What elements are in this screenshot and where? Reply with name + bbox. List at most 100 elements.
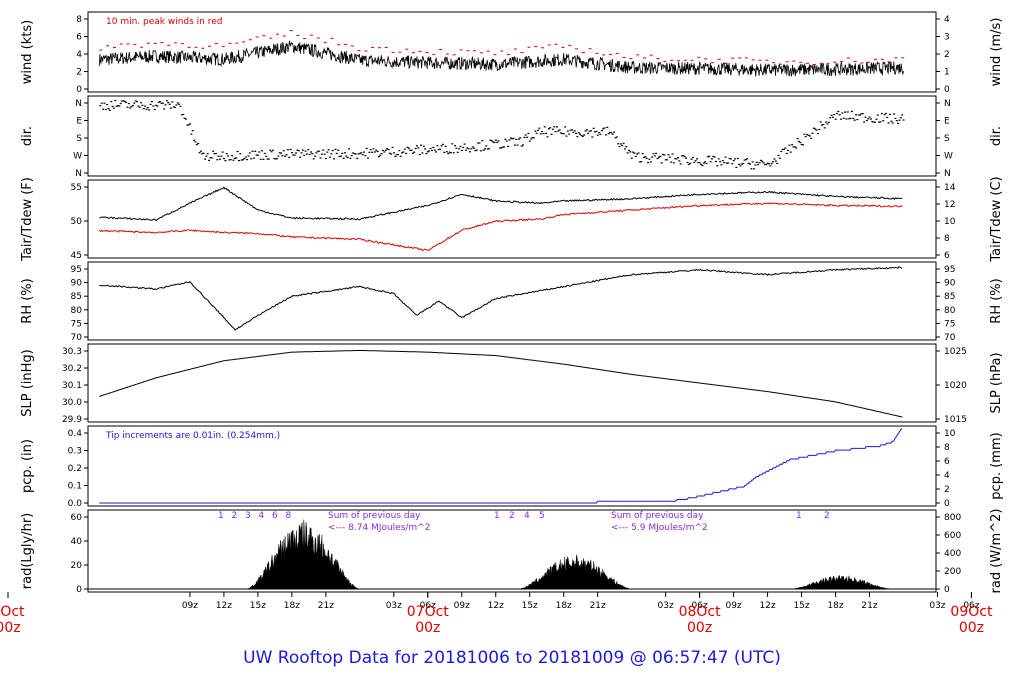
ytick-label-left-radiation-1: 20 [71,561,83,571]
ytick-label-left-humidity-1: 75 [71,319,82,329]
date-hour-0: 00z [0,620,21,636]
ytick-label-right-radiation-3: 600 [944,531,961,541]
marker-day3-0: 1 [796,511,802,521]
xtick-label-10: 18z [556,601,572,611]
xtick-label-19: 03z [929,601,945,611]
marker-day2-1: 2 [509,511,515,521]
xtick-label-3: 18z [284,601,300,611]
date-label-3: 09Oct [950,604,993,620]
xtick-label-17: 18z [827,601,843,611]
ytick-label-right-pressure-2: 1025 [944,347,967,357]
ytick-label-left-radiation-2: 40 [71,537,83,547]
ytick-label-right-humidity-0: 70 [944,333,956,343]
ytick-label-left-direction-1: W [73,152,82,162]
ytick-label-left-wind-4: 8 [76,15,82,25]
panel-frame-direction [87,95,937,177]
ytick-label-right-precipitation-1: 2 [944,485,950,495]
ytick-label-left-precipitation-0: 0.0 [68,499,83,509]
ytick-label-right-precipitation-5: 10 [944,429,956,439]
ytick-label-right-temperature-4: 14 [944,183,956,193]
xtick-label-6: 06z [420,601,436,611]
ylabel-left-radiation: rad(Lgly/hr) [20,513,35,589]
ytick-label-right-humidity-1: 75 [944,319,955,329]
ytick-label-left-humidity-4: 90 [71,279,83,289]
ytick-label-right-temperature-0: 6 [944,251,950,261]
ytick-label-right-precipitation-4: 8 [944,443,950,453]
annotation-wind: 10 min. peak winds in red [106,17,223,27]
series-line-humidity-0 [99,266,903,331]
ylabel-right-precipitation: pcp. (mm) [989,432,1004,499]
panel-frame-radiation [87,509,937,593]
ytick-label-right-radiation-4: 800 [944,513,961,523]
ylabel-right-temperature: Tair/Tdew (C) [989,176,1004,262]
ytick-label-right-direction-3: E [944,117,950,127]
xtick-label-0: 09z [182,601,198,611]
ytick-label-left-humidity-5: 95 [71,265,82,275]
series-line-wind-0 [98,40,904,77]
ytick-label-left-humidity-0: 70 [71,333,83,343]
ytick-label-right-wind-4: 4 [944,15,950,25]
ytick-label-left-precipitation-4: 0.4 [68,429,83,439]
series-line-precipitation-0 [99,428,903,504]
ytick-label-right-radiation-2: 400 [944,549,961,559]
series-line-temperature-1 [98,202,903,251]
date-label-1: 07Oct [407,604,450,620]
ytick-label-left-precipitation-3: 0.3 [68,447,82,457]
xtick-label-14: 09z [725,601,741,611]
ytick-label-left-precipitation-2: 0.2 [68,464,82,474]
ytick-label-right-temperature-1: 8 [944,234,950,244]
radiation-area-day-1 [246,519,360,590]
ytick-label-left-direction-4: N [75,99,82,109]
ylabel-right-direction: dir. [989,126,1004,146]
ytick-label-right-wind-0: 0 [944,85,950,95]
ytick-label-left-wind-3: 6 [76,33,82,43]
ylabel-left-direction: dir. [20,126,35,146]
radiation-area-day-3 [790,575,893,590]
panel-frame-pressure [87,343,937,423]
ylabel-left-precipitation: pcp. (in) [20,439,35,493]
ytick-label-right-direction-1: W [944,152,953,162]
ytick-label-left-humidity-2: 80 [71,306,83,316]
ytick-label-left-wind-1: 2 [76,68,82,78]
marker-day1-0: 1 [218,511,224,521]
ytick-label-left-pressure-2: 30.1 [62,381,82,391]
ylabel-left-wind: wind (kts) [20,20,35,84]
ytick-label-left-temperature-1: 50 [71,217,83,227]
chart-title: UW Rooftop Data for 20181006 to 20181009… [243,648,781,668]
ytick-label-left-radiation-3: 60 [71,513,83,523]
xtick-label-8: 12z [488,601,504,611]
ytick-label-right-wind-2: 2 [944,50,950,60]
ytick-label-right-radiation-0: 0 [944,585,950,595]
xtick-label-1: 12z [216,601,232,611]
ytick-label-left-pressure-3: 30.2 [62,364,82,374]
date-hour-3: 00z [959,620,984,636]
panel-frame-temperature [87,179,937,259]
rad-note-1: Sum of previous day [328,511,421,521]
panel-frame-precipitation [87,425,937,507]
ytick-label-right-precipitation-2: 4 [944,471,950,481]
date-hour-1: 00z [415,620,440,636]
marker-day1-1: 2 [232,511,238,521]
xtick-label-4: 21z [318,601,334,611]
ytick-label-left-temperature-0: 45 [71,251,82,261]
ytick-label-left-wind-2: 4 [76,50,82,60]
marker-day2-2: 4 [524,511,530,521]
ytick-label-right-direction-2: S [944,134,950,144]
ytick-label-right-wind-3: 3 [944,33,950,43]
rad-note-2: <--- 8.74 MJoules/m^2 [328,523,430,533]
ytick-label-right-wind-1: 1 [944,68,950,78]
marker-day3-1: 2 [824,511,830,521]
ytick-label-left-pressure-0: 29.9 [62,415,82,425]
marker-day1-5: 8 [286,511,292,521]
ytick-label-left-direction-0: N [75,169,82,179]
xtick-label-15: 12z [759,601,775,611]
ytick-label-left-temperature-2: 55 [71,183,82,193]
xtick-label-12: 03z [658,601,674,611]
ytick-label-right-direction-0: N [944,169,951,179]
ytick-label-left-direction-2: S [76,134,82,144]
marker-day1-2: 3 [245,511,251,521]
annotation-precipitation: Tip increments are 0.01in. (0.254mm.) [105,431,280,441]
series-line-pressure-0 [99,349,903,418]
xtick-label-2: 15z [250,601,266,611]
xtick-label-11: 21z [590,601,606,611]
